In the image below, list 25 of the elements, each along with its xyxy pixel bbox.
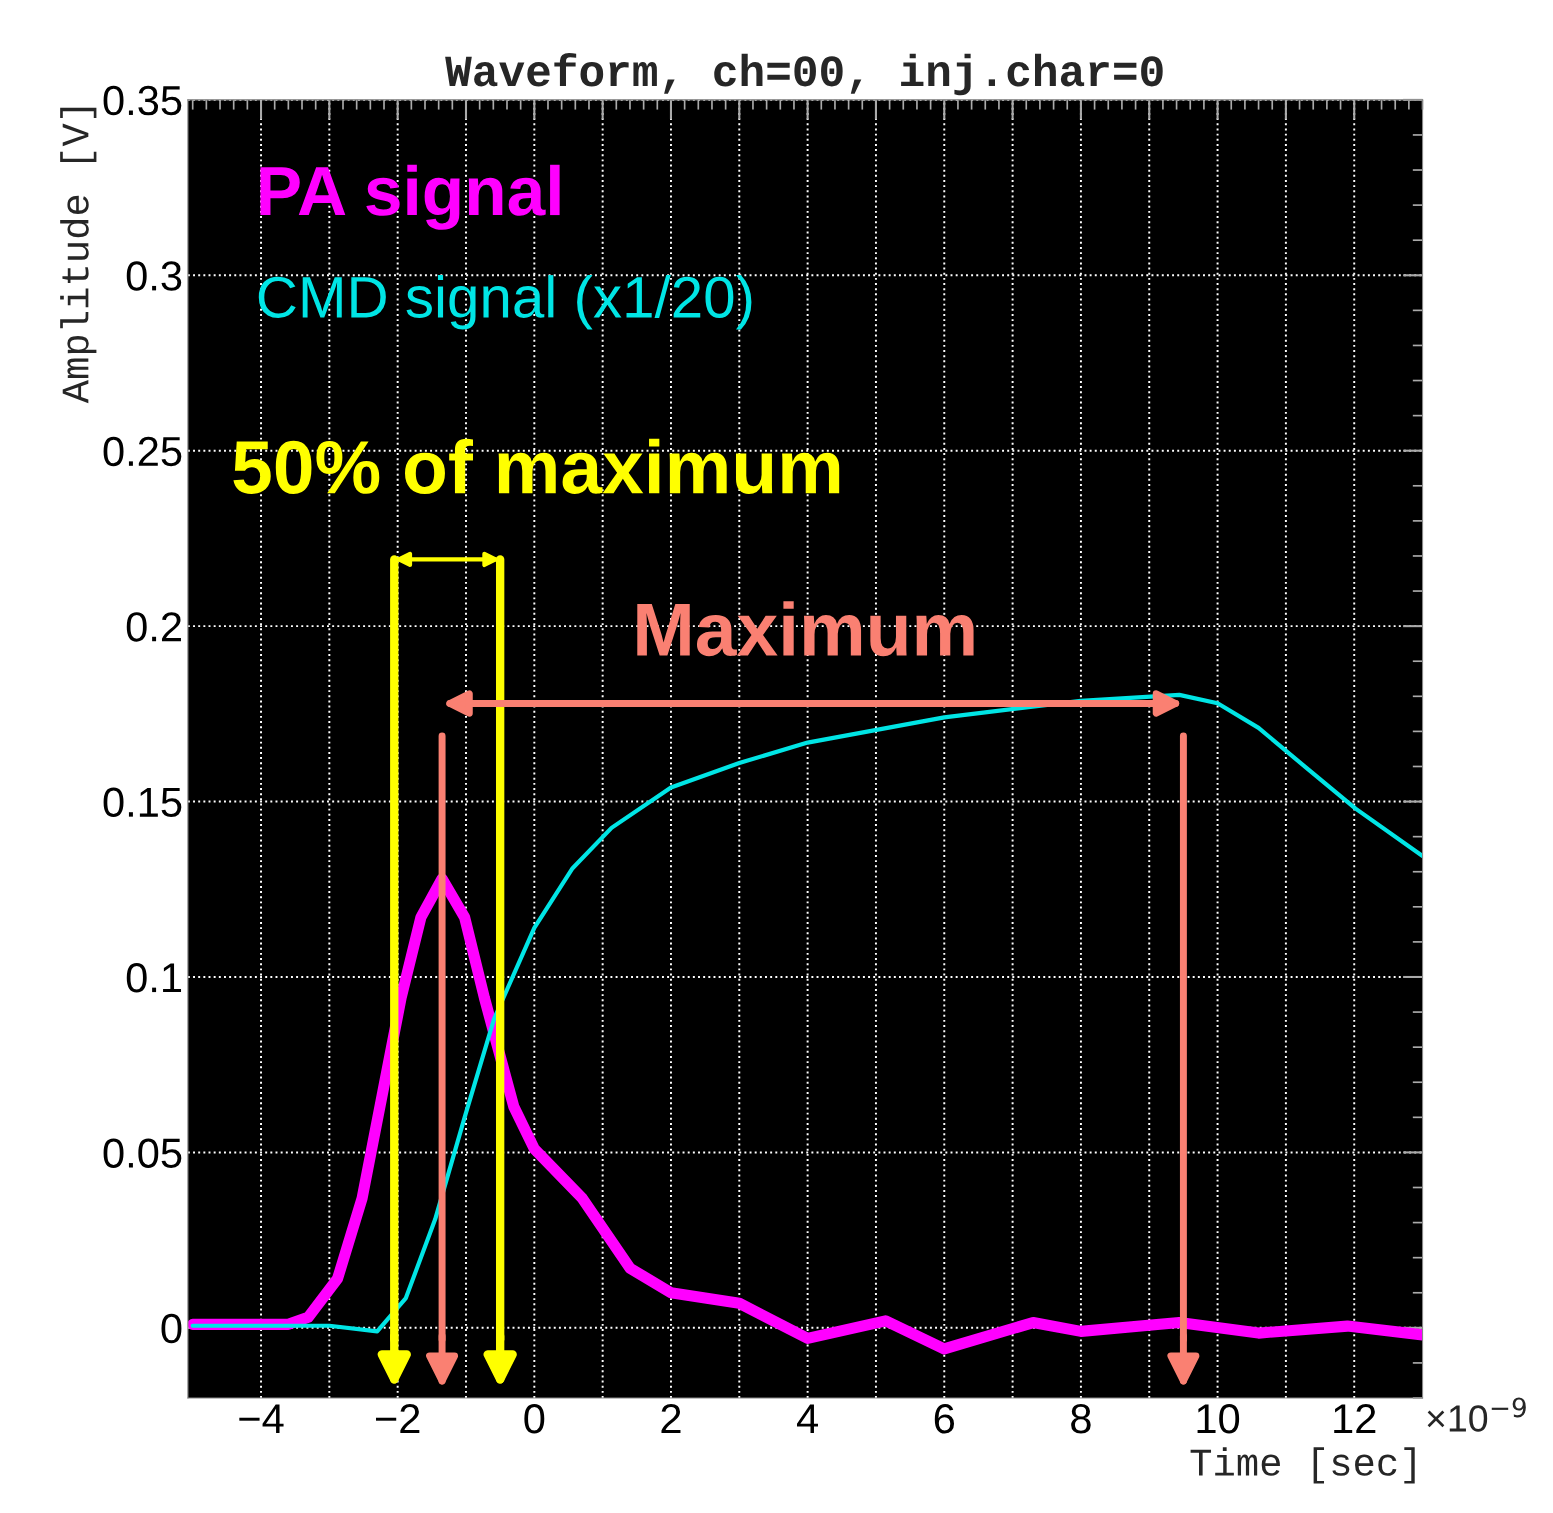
x-tick-label: 8 [1071,1403,1091,1434]
text: CMD signal (x1/20) [258,275,752,330]
x-tick-label: −2 [375,1403,420,1434]
annotation: 50% of maximum [233,438,840,494]
x-tick-label: 2 [661,1403,681,1434]
y-tick-label: 0.3 [126,261,182,291]
y-tick-label: 0.2 [126,612,181,642]
annotation: Maximum [637,601,974,657]
y-tick-label: 0.35 [103,85,182,116]
x-tick-label: 12 [1334,1403,1376,1434]
x-tick-label: 10 [1197,1403,1240,1434]
x-tick-label: −4 [239,1404,284,1434]
x-axis-title: Time [sec] [1190,1447,1415,1484]
y-tick-label: 0.05 [103,1138,182,1168]
y-tick-label: 0.25 [103,436,182,467]
y-axis-title: Amplitude [V] [60,107,97,404]
x-tick-label: 0 [524,1403,545,1434]
text: ×10$^{−9}$ [1427,1397,1526,1432]
text: PA signal [260,164,560,230]
x-tick-label: 4 [796,1404,818,1434]
y-tick-label: 0.15 [103,787,182,818]
y-tick-label: 0.1 [126,962,182,993]
chart-title: Waveform, ch=00, inj.char=0 [445,53,1163,96]
x-tick-label: 6 [934,1403,955,1434]
y-tick-label: 0 [161,1313,182,1344]
